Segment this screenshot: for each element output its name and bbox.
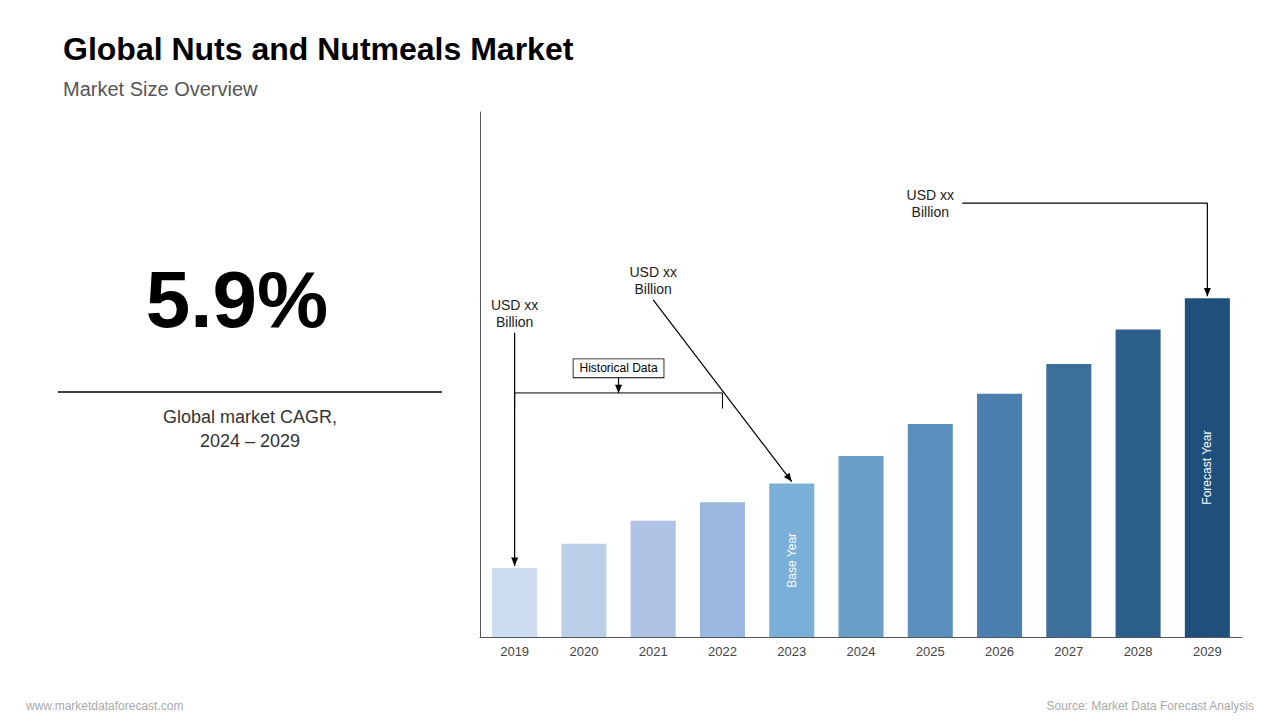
svg-text:2028: 2028 <box>1124 644 1153 659</box>
svg-text:Source: Market Data Forecast A: Source: Market Data Forecast Analysis <box>1047 699 1254 713</box>
svg-text:USD xx: USD xx <box>491 297 538 313</box>
svg-text:Base Year: Base Year <box>785 533 799 588</box>
svg-text:Market Size Overview: Market Size Overview <box>63 78 258 100</box>
svg-text:Global Nuts and Nutmeals Marke: Global Nuts and Nutmeals Market <box>63 31 574 67</box>
svg-text:Forecast Year: Forecast Year <box>1200 431 1214 505</box>
svg-text:2024 – 2029: 2024 – 2029 <box>200 431 300 451</box>
svg-text:2027: 2027 <box>1054 644 1083 659</box>
svg-text:www.marketdataforecast.com: www.marketdataforecast.com <box>25 699 183 713</box>
svg-text:Historical Data: Historical Data <box>580 361 658 375</box>
svg-text:2020: 2020 <box>569 644 598 659</box>
svg-text:Billion: Billion <box>635 281 672 297</box>
svg-text:5.9%: 5.9% <box>146 255 328 344</box>
svg-text:2023: 2023 <box>777 644 806 659</box>
svg-text:2029: 2029 <box>1193 644 1222 659</box>
svg-text:Global market CAGR,: Global market CAGR, <box>163 407 337 427</box>
svg-text:2026: 2026 <box>985 644 1014 659</box>
svg-text:2025: 2025 <box>916 644 945 659</box>
svg-text:Billion: Billion <box>912 204 949 220</box>
svg-text:2022: 2022 <box>708 644 737 659</box>
svg-text:2019: 2019 <box>500 644 529 659</box>
svg-text:2024: 2024 <box>847 644 876 659</box>
svg-text:Billion: Billion <box>496 314 533 330</box>
svg-text:USD xx: USD xx <box>629 264 676 280</box>
svg-text:USD xx: USD xx <box>907 187 954 203</box>
svg-text:2021: 2021 <box>639 644 668 659</box>
